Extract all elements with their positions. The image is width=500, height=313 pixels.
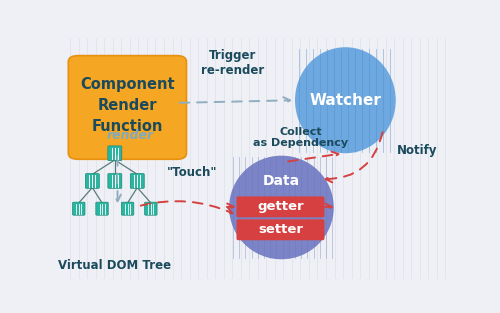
Text: Watcher: Watcher [310,93,382,108]
FancyBboxPatch shape [144,202,157,215]
Text: Collect
as Dependency: Collect as Dependency [254,127,348,148]
FancyBboxPatch shape [122,202,134,215]
Text: getter: getter [257,200,304,213]
FancyBboxPatch shape [130,174,144,188]
Text: Data: Data [263,173,300,187]
FancyBboxPatch shape [108,174,122,188]
Text: Notify: Notify [397,144,438,157]
Ellipse shape [229,156,334,259]
FancyBboxPatch shape [72,202,85,215]
Text: render: render [107,129,154,142]
FancyBboxPatch shape [108,146,122,161]
FancyBboxPatch shape [68,56,186,159]
Text: Virtual DOM Tree: Virtual DOM Tree [58,259,172,272]
Ellipse shape [295,47,396,153]
Text: Component
Render
Function: Component Render Function [80,77,174,134]
Text: "Touch": "Touch" [167,166,218,179]
Text: setter: setter [258,223,303,236]
FancyBboxPatch shape [236,219,324,240]
Text: Trigger
re-render: Trigger re-render [202,49,264,77]
FancyBboxPatch shape [86,174,100,188]
FancyBboxPatch shape [96,202,108,215]
FancyBboxPatch shape [236,196,324,217]
